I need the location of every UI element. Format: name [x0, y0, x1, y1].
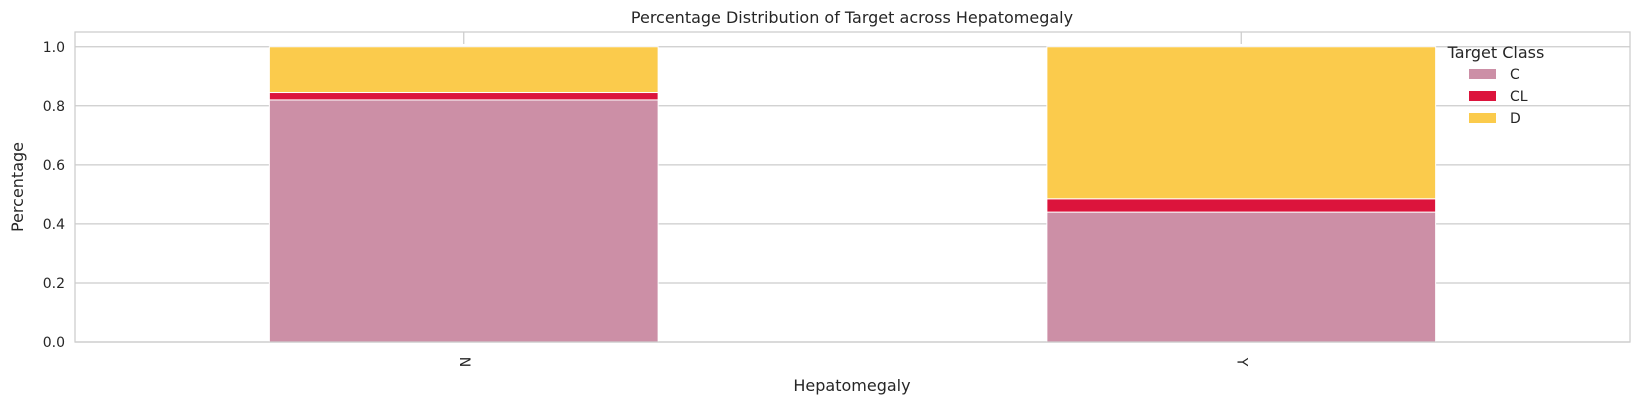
bar-segment-N-D	[268, 46, 659, 94]
legend-swatch-CL	[1469, 91, 1496, 101]
y-tick-labels: 0.0 0.2 0.4 0.6 0.8 1.0	[43, 40, 65, 351]
y-tick-label: 0.6	[43, 158, 65, 174]
y-tick-label: 0.2	[43, 276, 65, 292]
y-tick-label: 0.4	[43, 217, 65, 233]
y-tick-label: 1.0	[43, 40, 65, 56]
chart-title: Percentage Distribution of Target across…	[631, 8, 1073, 27]
x-tick-label: Y	[1233, 357, 1249, 367]
legend-title: Target Class	[1447, 43, 1545, 62]
y-tick-label: 0.0	[43, 335, 65, 351]
bar-segment-N-C	[268, 99, 659, 343]
legend-swatch-C	[1469, 69, 1496, 79]
legend-swatch-D	[1469, 113, 1496, 123]
plot-frame	[74, 31, 1631, 343]
legend-label: D	[1510, 111, 1521, 127]
bar-segment-Y-CL	[1046, 198, 1437, 213]
x-axis-label: Hepatomegaly	[793, 376, 910, 395]
bar-segment-Y-D	[1046, 46, 1437, 200]
legend-label: C	[1510, 67, 1520, 83]
y-axis-label: Percentage	[8, 142, 27, 232]
x-tick-label: N	[456, 357, 472, 367]
legend: Target Class C CL D	[1447, 43, 1545, 127]
y-tick-label: 0.8	[43, 99, 65, 115]
legend-items: C CL D	[1469, 67, 1528, 127]
legend-label: CL	[1510, 89, 1528, 105]
bars	[268, 46, 1437, 343]
bar-segment-Y-C	[1046, 211, 1437, 343]
bar-segment-N-CL	[268, 92, 659, 101]
